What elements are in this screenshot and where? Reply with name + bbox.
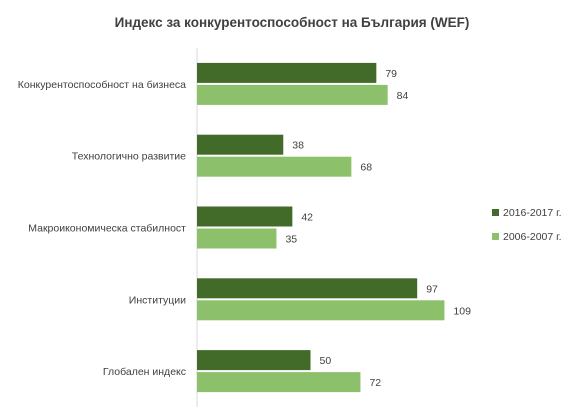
bar-series-2 (197, 228, 277, 249)
category-label: Технологично развитие (72, 151, 186, 163)
data-label: 68 (360, 162, 372, 174)
data-label: 72 (369, 377, 381, 389)
bar-series-2 (197, 300, 445, 321)
chart-title: Индекс за конкурентоспособност на Българ… (115, 15, 470, 30)
data-label: 38 (292, 140, 304, 152)
data-label: 79 (385, 68, 397, 80)
category-label: Макроикономическа стабилност (28, 223, 186, 235)
bars-layer (197, 62, 445, 393)
axis-layer: Конкурентоспособност на бизнеса Технологи… (18, 48, 198, 407)
category-label: Конкурентоспособност на бизнеса (18, 79, 186, 91)
bar-series-2 (197, 372, 361, 393)
data-label: 50 (320, 355, 332, 367)
data-label: 84 (397, 90, 409, 102)
legend-swatch-2 (492, 233, 499, 240)
legend-swatch-1 (492, 209, 499, 216)
legend-label: 2016-2017 г. (503, 207, 562, 219)
data-label: 35 (285, 234, 297, 246)
bar-series-1 (197, 134, 284, 155)
bar-series-1 (197, 62, 377, 83)
bar-series-1 (197, 206, 293, 227)
data-label: 42 (301, 212, 313, 224)
data-label: 97 (426, 283, 438, 295)
data-label: 109 (453, 305, 471, 317)
bar-series-1 (197, 278, 418, 299)
category-label: Институции (129, 294, 186, 306)
bar-series-2 (197, 156, 352, 177)
bar-series-2 (197, 84, 388, 105)
legend-label: 2006-2007 г. (503, 231, 562, 243)
category-label: Глобален индекс (103, 366, 186, 378)
bar-series-1 (197, 350, 311, 371)
legend: 2016-2017 г. 2006-2007 г. (492, 207, 562, 243)
